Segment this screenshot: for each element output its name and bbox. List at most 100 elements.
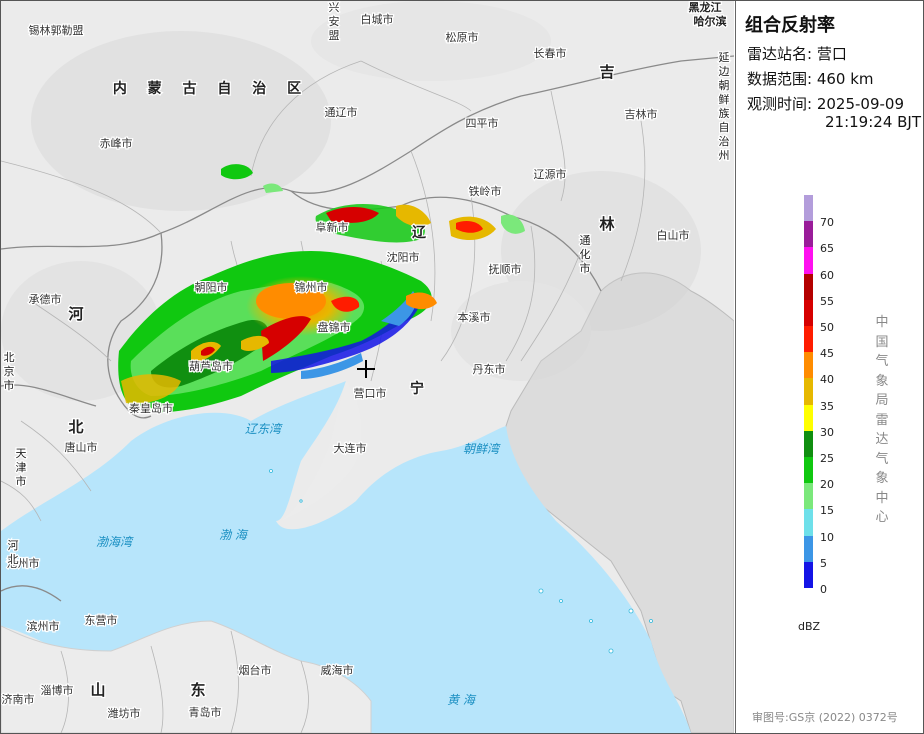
legend-label: 25 xyxy=(820,451,834,465)
region-label: 东 xyxy=(190,681,205,699)
city-label: 沈阳市 xyxy=(387,250,420,264)
station-value: 营口 xyxy=(816,45,847,63)
edge-label: 津 xyxy=(16,461,27,474)
city-label: 秦皇岛市 xyxy=(129,401,173,415)
edge-label: 北 xyxy=(8,553,19,566)
edge-label: 族 xyxy=(719,106,730,120)
region-label: 内 蒙 古 自 治 区 xyxy=(113,80,309,97)
city-label: 葫芦岛市 xyxy=(189,359,233,373)
city-label: 兴 xyxy=(329,1,340,14)
legend-swatch xyxy=(804,404,813,432)
edge-label: 自 xyxy=(719,121,730,134)
city-label: 唐山市 xyxy=(65,440,98,454)
range-label: 数据范围: xyxy=(747,70,813,88)
city-label: 阜新市 xyxy=(316,220,349,234)
legend-swatch xyxy=(804,483,813,510)
city-label: 朝阳市 xyxy=(195,280,228,294)
legend-swatch xyxy=(804,561,813,589)
shandong-peninsula xyxy=(1,620,372,733)
region-label: 宁 xyxy=(410,380,424,397)
radar-station-marker xyxy=(357,360,375,378)
legend-label: 65 xyxy=(820,242,834,256)
legend-label: 70 xyxy=(820,216,834,230)
legend-label: 40 xyxy=(820,373,834,387)
terrain-shading xyxy=(1,1,701,401)
city-label: 白城市 xyxy=(361,12,394,26)
legend-label: 20 xyxy=(820,478,834,492)
station-row: 雷达站名: 营口 xyxy=(747,43,847,64)
city-label: 盘锦市 xyxy=(318,320,351,334)
region-label: 北 xyxy=(68,418,83,436)
liaodong-peninsula xyxy=(281,381,362,521)
legend-label: 30 xyxy=(820,425,834,439)
edge-label: 市 xyxy=(4,378,15,392)
legend-swatch xyxy=(804,195,813,222)
city-label: 安 xyxy=(329,14,340,28)
coastline-islands xyxy=(269,469,653,654)
legend-label: 10 xyxy=(820,530,834,544)
legend-swatch xyxy=(804,378,813,406)
city-label: 松原市 xyxy=(446,30,479,44)
legend-label: 5 xyxy=(820,556,827,570)
legend-swatch xyxy=(804,273,813,301)
city-label: 本溪市 xyxy=(458,310,491,324)
map-approval-number: 审图号:GS京 (2022) 0372号 xyxy=(752,711,898,724)
city-label: 长春市 xyxy=(534,46,567,60)
water-label: 渤海湾 xyxy=(96,535,134,549)
time-row: 观测时间: 2025-09-09 xyxy=(747,93,904,114)
city-labels: 兴安盟白城市松原市长春市锡林郭勒盟通辽市赤峰市四平市辽源市铁岭市吉林市阜新市沈阳… xyxy=(1,1,691,721)
edge-label: 治 xyxy=(719,134,730,148)
legend-label: 45 xyxy=(820,347,834,361)
region-label: 河 xyxy=(68,305,83,323)
city-label: 滨州市 xyxy=(27,619,60,633)
region-label: 林 xyxy=(599,215,615,233)
city-label: 白山市 xyxy=(657,228,690,242)
city-label: 通辽市 xyxy=(325,105,358,119)
radar-map: 兴安盟白城市松原市长春市锡林郭勒盟通辽市赤峰市四平市辽源市铁岭市吉林市阜新市沈阳… xyxy=(1,1,734,733)
legend-swatch xyxy=(804,535,813,563)
city-label: 吉林市 xyxy=(625,107,658,121)
bohai-sea xyxy=(1,381,691,733)
water-label: 黄 海 xyxy=(447,693,477,707)
edge-label: 市 xyxy=(16,474,27,488)
city-label: 沧州市 xyxy=(7,556,40,570)
legend-swatch xyxy=(804,352,813,379)
edge-label: 化 xyxy=(580,247,591,261)
range-row: 数据范围: 460 km xyxy=(747,68,874,89)
legend-swatch xyxy=(804,430,813,458)
province-boundaries xyxy=(1,55,734,602)
city-label: 东营市 xyxy=(85,613,118,627)
water-label: 朝鲜湾 xyxy=(463,442,501,456)
legend-swatch xyxy=(804,457,813,484)
product-title: 组合反射率 xyxy=(745,15,835,36)
city-label: 丹东市 xyxy=(473,362,506,376)
station-label: 雷达站名: xyxy=(747,45,813,63)
region-label: 吉 xyxy=(599,63,614,81)
legend-label: 0 xyxy=(820,582,827,596)
legend-label: 55 xyxy=(820,294,834,308)
city-label: 青岛市 xyxy=(189,705,222,719)
legend-label: 50 xyxy=(820,320,834,334)
legend-swatch xyxy=(804,326,813,353)
edge-label: 鲜 xyxy=(719,92,730,106)
city-label: 四平市 xyxy=(466,116,499,130)
city-label: 承德市 xyxy=(29,292,62,306)
city-label: 潍坊市 xyxy=(108,706,141,720)
edge-label: 北 xyxy=(4,351,15,364)
city-label: 赤峰市 xyxy=(100,136,133,150)
city-label: 锦州市 xyxy=(295,280,328,294)
city-label: 大连市 xyxy=(334,441,367,455)
city-label: 抚顺市 xyxy=(489,262,522,276)
legend-swatch xyxy=(804,247,813,275)
region-label: 哈尔滨 xyxy=(694,14,727,28)
city-label: 济南市 xyxy=(2,692,35,706)
radar-echo-north xyxy=(221,164,525,310)
city-label: 铁岭市 xyxy=(469,184,502,198)
edge-label: 河 xyxy=(8,539,19,552)
legend-swatch xyxy=(804,299,813,327)
time-date: 2025-09-09 xyxy=(816,95,905,113)
